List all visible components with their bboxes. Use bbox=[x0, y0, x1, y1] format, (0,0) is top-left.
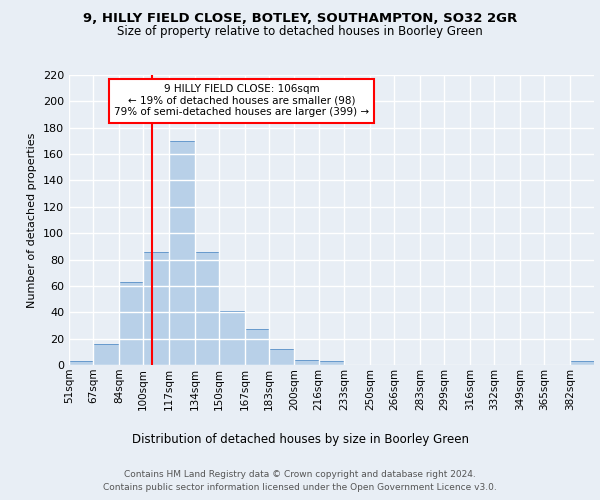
Bar bbox=[319, 361, 344, 365]
Text: 9, HILLY FIELD CLOSE, BOTLEY, SOUTHAMPTON, SO32 2GR: 9, HILLY FIELD CLOSE, BOTLEY, SOUTHAMPTO… bbox=[83, 12, 517, 26]
Y-axis label: Number of detached properties: Number of detached properties bbox=[28, 132, 37, 308]
Bar bbox=[169, 141, 194, 365]
Bar bbox=[295, 360, 319, 365]
Text: 9 HILLY FIELD CLOSE: 106sqm
← 19% of detached houses are smaller (98)
79% of sem: 9 HILLY FIELD CLOSE: 106sqm ← 19% of det… bbox=[114, 84, 369, 117]
Bar bbox=[245, 330, 269, 365]
Text: Contains public sector information licensed under the Open Government Licence v3: Contains public sector information licen… bbox=[103, 484, 497, 492]
Bar bbox=[570, 361, 594, 365]
Bar bbox=[69, 361, 93, 365]
Bar bbox=[143, 252, 169, 365]
Text: Distribution of detached houses by size in Boorley Green: Distribution of detached houses by size … bbox=[131, 432, 469, 446]
Bar bbox=[194, 252, 219, 365]
Bar bbox=[93, 344, 119, 365]
Text: Contains HM Land Registry data © Crown copyright and database right 2024.: Contains HM Land Registry data © Crown c… bbox=[124, 470, 476, 479]
Bar bbox=[219, 311, 245, 365]
Bar bbox=[119, 282, 143, 365]
Text: Size of property relative to detached houses in Boorley Green: Size of property relative to detached ho… bbox=[117, 25, 483, 38]
Bar bbox=[269, 349, 295, 365]
